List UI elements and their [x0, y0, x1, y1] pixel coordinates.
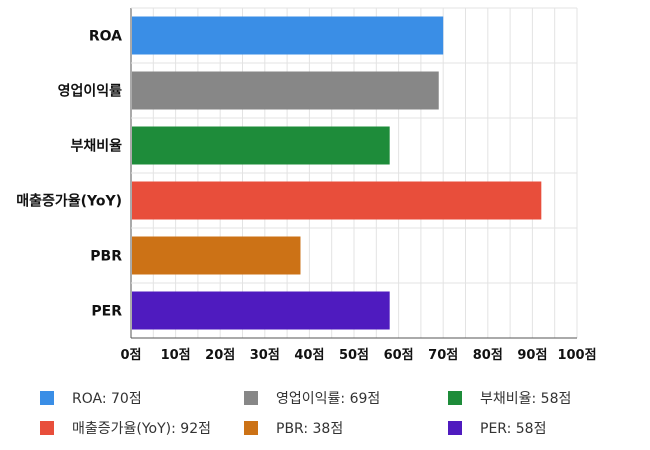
legend-swatch	[244, 421, 258, 435]
category-label: PBR	[90, 249, 122, 265]
legend-swatch	[40, 391, 54, 405]
legend-item: PBR: 38점	[244, 418, 448, 438]
x-tick-label: 30점	[250, 348, 280, 363]
x-tick-label: 10점	[161, 348, 191, 363]
bar	[132, 181, 542, 220]
category-label: 부채비율	[70, 138, 122, 155]
x-tick-label: 50점	[339, 348, 369, 363]
legend-item: ROA: 70점	[40, 388, 244, 408]
bar	[132, 291, 390, 330]
legend-swatch	[244, 391, 258, 405]
x-tick-label: 20점	[205, 348, 235, 363]
legend-label: PBR: 38점	[276, 421, 344, 437]
bar	[132, 126, 390, 165]
legend-item: PER: 58점	[448, 418, 638, 438]
x-tick-label: 70점	[428, 348, 458, 363]
legend-item: 매출증가율(YoY): 92점	[40, 418, 244, 438]
category-label: ROA	[89, 29, 122, 45]
bar	[132, 236, 301, 275]
bar	[132, 16, 444, 55]
legend-swatch	[448, 421, 462, 435]
category-label: PER	[91, 304, 122, 320]
category-label: 매출증가율(YoY)	[16, 193, 122, 210]
grid-lines	[130, 7, 578, 339]
legend-swatch	[448, 391, 462, 405]
legend-label: 매출증가율(YoY): 92점	[72, 421, 211, 437]
x-tick-label: 0점	[120, 348, 141, 363]
bar	[132, 71, 439, 110]
legend-label: 영업이익률: 69점	[276, 391, 381, 407]
category-label: 영업이익률	[58, 83, 123, 100]
x-tick-labels: 0점 10점 20점 30점 40점 50점 60점 70점 80점 90점 100점	[120, 348, 596, 363]
x-tick-label: 90점	[517, 348, 547, 363]
legend-item: 부채비율: 58점	[448, 388, 638, 408]
x-tick-label: 100점	[557, 348, 596, 363]
legend-label: PER: 58점	[480, 421, 547, 437]
x-tick-label: 60점	[384, 348, 414, 363]
x-tick-label: 40점	[294, 348, 324, 363]
legend-item: 영업이익률: 69점	[244, 388, 448, 408]
x-tick-label: 80점	[473, 348, 503, 363]
legend-label: ROA: 70점	[72, 391, 142, 407]
bars	[132, 16, 542, 330]
legend-label: 부채비율: 58점	[480, 391, 572, 407]
legend-swatch	[40, 421, 54, 435]
